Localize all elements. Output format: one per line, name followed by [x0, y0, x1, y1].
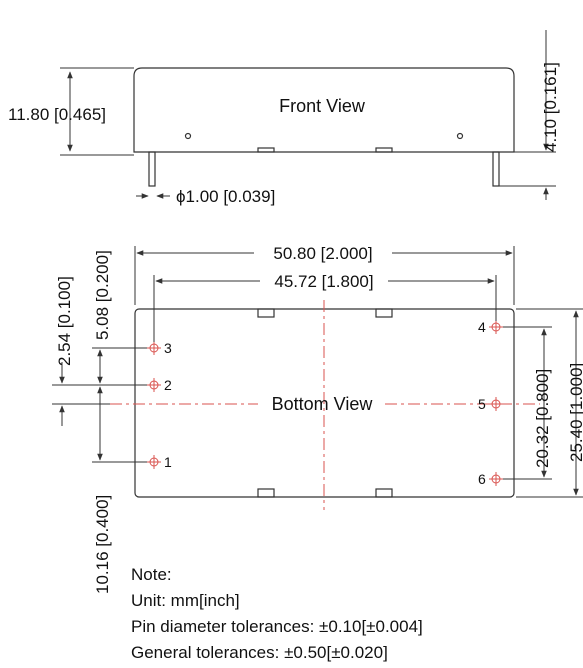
- notes-general-tolerance: General tolerances: ±0.50[±0.020]: [131, 643, 388, 662]
- bottom-right-pin-span-dim: 20.32 [0.800]: [533, 369, 552, 468]
- pin-4-label: 4: [478, 319, 486, 335]
- bottom-pin-span-dim: 45.72 [1.800]: [274, 272, 373, 291]
- pin-3: 3: [147, 340, 172, 356]
- pin-6: 6: [478, 471, 503, 487]
- front-view-title: Front View: [279, 96, 366, 116]
- pin-2: 2: [147, 377, 172, 393]
- bottom-tab-top-left: [257, 308, 275, 318]
- front-standoff-left: [257, 147, 275, 153]
- left-pitch-mid-dim: 5.08 [0.200]: [93, 250, 112, 340]
- front-pin-left: [148, 151, 156, 187]
- bottom-tab-bottom-right: [375, 488, 393, 498]
- front-view-body: [133, 67, 515, 153]
- notes-pin-tolerance: Pin diameter tolerances: ±0.10[±0.004]: [131, 617, 423, 636]
- notes-heading: Note:: [131, 565, 172, 584]
- front-standoff-right: [375, 147, 393, 153]
- front-hole-right: [456, 132, 464, 140]
- pin-3-label: 3: [164, 340, 172, 356]
- pin-1: 1: [147, 454, 172, 470]
- front-pin-diameter-dim: ϕ1.00 [0.039]: [176, 187, 275, 206]
- bottom-view-title: Bottom View: [272, 394, 374, 414]
- bottom-height-dim: 25.40 [1.000]: [567, 363, 583, 462]
- pin-2-label: 2: [164, 377, 172, 393]
- bottom-tab-bottom-left: [257, 488, 275, 498]
- notes-block: Note: Unit: mm[inch] Pin diameter tolera…: [131, 562, 423, 666]
- front-view: Front View 11.80 [0.465] 4.10 [0.161] ϕ1…: [8, 30, 560, 206]
- pin-1-label: 1: [164, 454, 172, 470]
- pin-5-label: 5: [478, 396, 486, 412]
- bottom-view: Bottom View 3 2 1 4 5: [52, 244, 583, 594]
- bottom-tab-top-right: [375, 308, 393, 318]
- front-height-dim: 11.80 [0.465]: [8, 105, 106, 124]
- pin-5: 5: [478, 396, 503, 412]
- bottom-width-dim: 50.80 [2.000]: [273, 244, 372, 263]
- pin-4: 4: [478, 319, 503, 335]
- front-pin-right: [492, 151, 500, 187]
- notes-unit: Unit: mm[inch]: [131, 591, 240, 610]
- left-pitch-small-dim: 2.54 [0.100]: [55, 276, 74, 366]
- front-pin-length-dim: 4.10 [0.161]: [541, 62, 560, 152]
- front-hole-left: [184, 132, 192, 140]
- pin-6-label: 6: [478, 471, 486, 487]
- left-pin-span-dim: 10.16 [0.400]: [93, 495, 112, 594]
